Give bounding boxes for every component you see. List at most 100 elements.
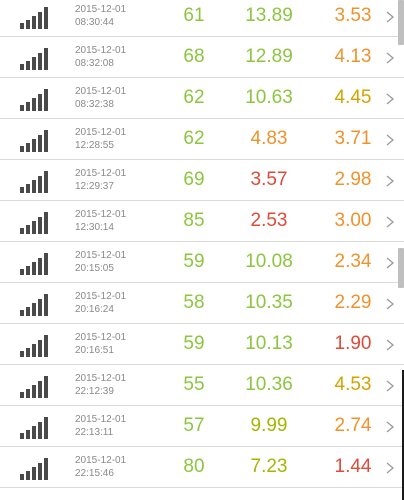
value-2: 10.36 xyxy=(245,374,293,395)
date-label: 2015-12-01 xyxy=(75,291,127,302)
scrollbar[interactable] xyxy=(398,0,404,45)
list-item[interactable]: 2015-12-01 12:29:37 69 3.57 2.98 xyxy=(0,160,404,201)
time-label: 08:30:44 xyxy=(75,17,114,28)
value-3: 2.34 xyxy=(334,251,372,272)
value-3: 2.29 xyxy=(334,292,372,313)
value-3: 1.90 xyxy=(334,333,372,354)
chevron-right-icon[interactable] xyxy=(384,380,396,392)
chevron-right-icon[interactable] xyxy=(384,421,396,433)
signal-bars-icon xyxy=(20,458,52,480)
chevron-right-icon[interactable] xyxy=(384,257,396,269)
timestamp: 2015-12-01 22:12:39 xyxy=(75,372,126,398)
value-1: 69 xyxy=(183,169,205,190)
date-label: 2015-12-01 xyxy=(75,86,127,97)
value-2: 13.89 xyxy=(245,5,293,26)
value-2: 10.08 xyxy=(245,251,293,272)
value-3: 2.98 xyxy=(334,169,372,190)
timestamp: 2015-12-01 12:30:14 xyxy=(75,208,126,234)
list-item[interactable]: 2015-12-01 08:32:08 68 12.89 4.13 xyxy=(0,37,404,78)
date-label: 2015-12-01 xyxy=(75,373,127,384)
value-2: 10.13 xyxy=(245,333,293,354)
chevron-right-icon[interactable] xyxy=(384,11,396,23)
signal-bars-icon xyxy=(20,171,52,193)
date-label: 2015-12-01 xyxy=(75,168,127,179)
chevron-right-icon[interactable] xyxy=(384,462,396,474)
value-3: 3.00 xyxy=(334,210,372,231)
chevron-right-icon[interactable] xyxy=(384,216,396,228)
chevron-right-icon[interactable] xyxy=(384,175,396,187)
chevron-right-icon[interactable] xyxy=(384,93,396,105)
timestamp: 2015-12-01 08:32:08 xyxy=(75,44,126,70)
value-2: 12.89 xyxy=(245,46,293,67)
signal-bars-icon xyxy=(20,89,52,111)
time-label: 20:16:51 xyxy=(75,345,114,356)
timestamp: 2015-12-01 22:15:46 xyxy=(75,454,126,480)
date-label: 2015-12-01 xyxy=(75,332,127,343)
time-label: 22:15:46 xyxy=(75,468,114,479)
date-label: 2015-12-01 xyxy=(75,455,127,466)
value-1: 62 xyxy=(183,128,205,149)
date-label: 2015-12-01 xyxy=(75,45,127,56)
list-item[interactable]: 2015-12-01 08:32:38 62 10.63 4.45 xyxy=(0,78,404,119)
signal-bars-icon xyxy=(20,212,52,234)
list-item[interactable]: 2015-12-01 22:12:39 55 10.36 4.53 xyxy=(0,365,404,406)
chevron-right-icon[interactable] xyxy=(384,339,396,351)
timestamp: 2015-12-01 22:13:11 xyxy=(75,413,126,439)
signal-bars-icon xyxy=(20,335,52,357)
date-label: 2015-12-01 xyxy=(75,414,127,425)
results-list: 2015-12-01 08:30:44 61 13.89 3.53 2015-1… xyxy=(0,0,404,488)
signal-bars-icon xyxy=(20,253,52,275)
value-3: 3.53 xyxy=(334,5,372,26)
date-label: 2015-12-01 xyxy=(75,4,127,15)
list-item[interactable]: 2015-12-01 22:13:11 57 9.99 2.74 xyxy=(0,406,404,447)
value-2: 9.99 xyxy=(250,415,288,436)
list-item[interactable]: 2015-12-01 22:15:46 80 7.23 1.44 xyxy=(0,447,404,488)
value-2: 7.23 xyxy=(250,456,288,477)
value-1: 68 xyxy=(183,46,205,67)
value-3: 1.44 xyxy=(334,456,372,477)
list-item[interactable]: 2015-12-01 20:16:51 59 10.13 1.90 xyxy=(0,324,404,365)
value-1: 58 xyxy=(183,292,205,313)
time-label: 20:16:24 xyxy=(75,304,114,315)
time-label: 20:15:05 xyxy=(75,263,114,274)
window-edge xyxy=(402,370,404,500)
time-label: 12:30:14 xyxy=(75,222,114,233)
value-2: 10.35 xyxy=(245,292,293,313)
list-item[interactable]: 2015-12-01 20:16:24 58 10.35 2.29 xyxy=(0,283,404,324)
value-2: 3.57 xyxy=(250,169,288,190)
chevron-right-icon[interactable] xyxy=(384,298,396,310)
value-3: 4.53 xyxy=(334,374,372,395)
date-label: 2015-12-01 xyxy=(75,209,127,220)
value-2: 2.53 xyxy=(250,210,288,231)
time-label: 22:13:11 xyxy=(75,427,114,438)
chevron-right-icon[interactable] xyxy=(384,52,396,64)
signal-bars-icon xyxy=(20,7,52,29)
signal-bars-icon xyxy=(20,294,52,316)
time-label: 12:28:55 xyxy=(75,140,114,151)
chevron-right-icon[interactable] xyxy=(384,134,396,146)
value-1: 57 xyxy=(183,415,205,436)
value-1: 80 xyxy=(183,456,205,477)
date-label: 2015-12-01 xyxy=(75,127,127,138)
value-3: 4.13 xyxy=(334,46,372,67)
value-1: 59 xyxy=(183,251,205,272)
list-item[interactable]: 2015-12-01 08:30:44 61 13.89 3.53 xyxy=(0,0,404,37)
list-item[interactable]: 2015-12-01 12:30:14 85 2.53 3.00 xyxy=(0,201,404,242)
value-3: 3.71 xyxy=(334,128,372,149)
timestamp: 2015-12-01 20:16:51 xyxy=(75,331,126,357)
value-1: 62 xyxy=(183,87,205,108)
value-2: 10.63 xyxy=(245,87,293,108)
timestamp: 2015-12-01 08:32:38 xyxy=(75,85,126,111)
list-item[interactable]: 2015-12-01 12:28:55 62 4.83 3.71 xyxy=(0,119,404,160)
signal-bars-icon xyxy=(20,48,52,70)
value-3: 2.74 xyxy=(334,415,372,436)
timestamp: 2015-12-01 12:28:55 xyxy=(75,126,126,152)
value-1: 61 xyxy=(183,5,205,26)
list-item[interactable]: 2015-12-01 20:15:05 59 10.08 2.34 xyxy=(0,242,404,283)
scrollbar-thumb[interactable] xyxy=(398,248,404,288)
timestamp: 2015-12-01 08:30:44 xyxy=(75,3,126,29)
time-label: 12:29:37 xyxy=(75,181,114,192)
value-3: 4.45 xyxy=(334,87,372,108)
timestamp: 2015-12-01 20:16:24 xyxy=(75,290,126,316)
time-label: 08:32:08 xyxy=(75,58,114,69)
